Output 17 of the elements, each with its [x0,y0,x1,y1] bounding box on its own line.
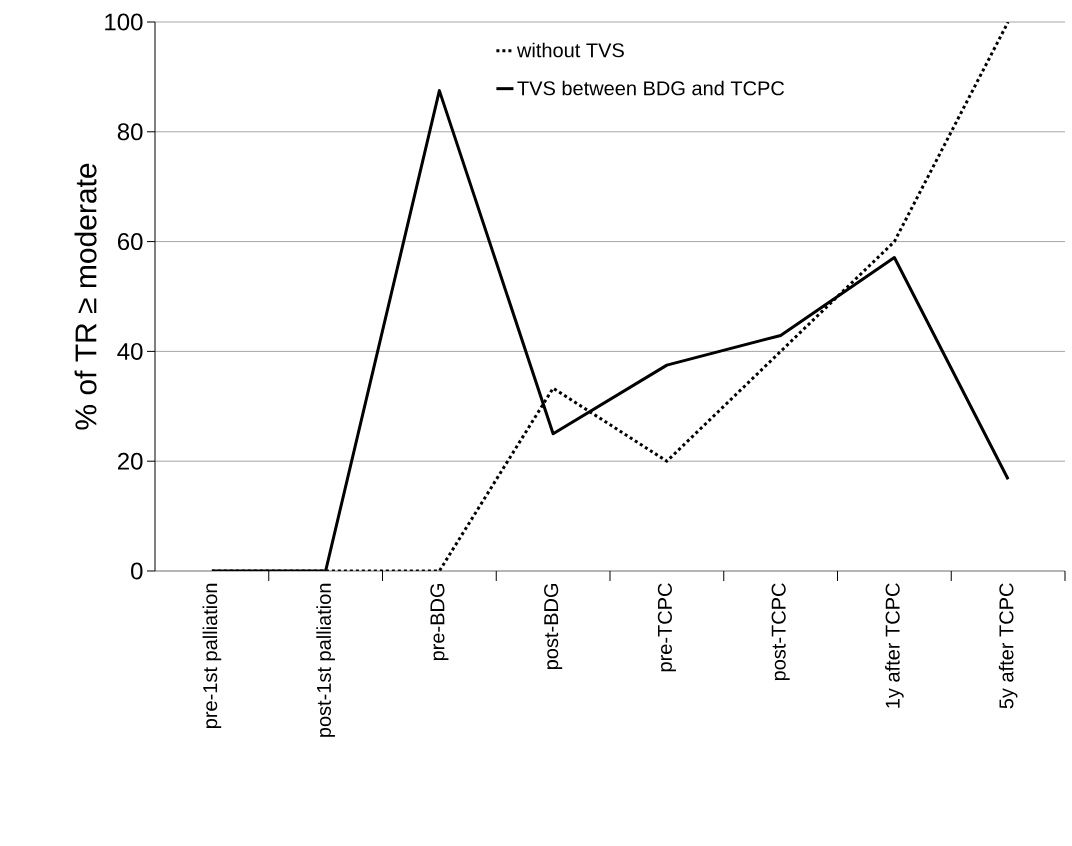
y-tick-label: 0 [131,562,143,580]
x-tick-label: post-TCPC [771,583,790,681]
y-tick-label: 80 [117,123,143,141]
legend-label: without TVS [516,42,624,58]
x-tick-label: pre-TCPC [657,583,676,672]
x-tick-label: post-1st palliation [316,583,335,737]
y-tick-label: 100 [105,13,143,31]
x-tick-label: pre-1st palliation [202,583,222,728]
x-tick-label: pre-BDG [430,584,449,661]
legend-label: TVS between BDG and TCPC [517,80,785,96]
y-tick-label: 20 [117,452,143,470]
x-tick-label: post-BDG [544,584,563,670]
y-axis-title: % of TR ≥ moderate [74,163,97,430]
y-tick-label: 60 [118,233,143,251]
x-tick-label: 1y after TCPC [885,583,904,708]
x-tick-label: 5y after TCPC [998,583,1018,709]
y-tick-label: 40 [117,342,143,360]
